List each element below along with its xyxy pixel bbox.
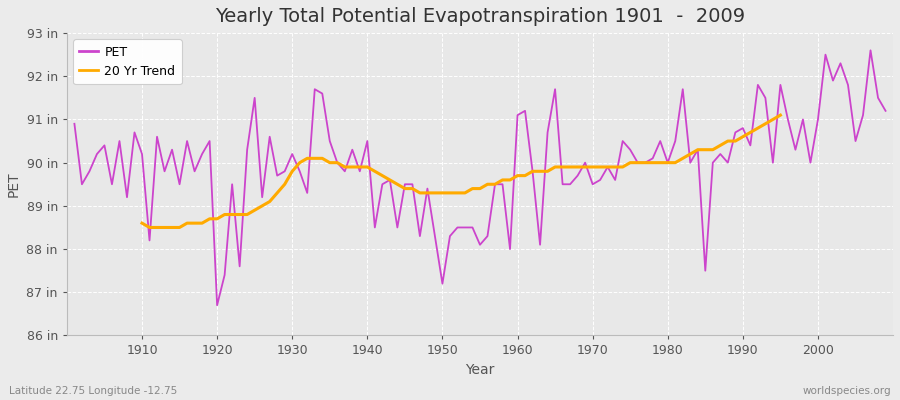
PET [69, 121, 80, 126]
20 Yr Trend [633, 160, 643, 165]
20 Yr Trend [685, 152, 696, 156]
X-axis label: Year: Year [465, 363, 495, 377]
PET [519, 108, 530, 113]
20 Yr Trend [775, 113, 786, 118]
Text: worldspecies.org: worldspecies.org [803, 386, 891, 396]
PET [880, 108, 891, 113]
20 Yr Trend [452, 190, 463, 195]
Line: PET: PET [75, 50, 886, 305]
Title: Yearly Total Potential Evapotranspiration 1901  -  2009: Yearly Total Potential Evapotranspiratio… [215, 7, 745, 26]
PET [129, 130, 140, 135]
20 Yr Trend [212, 216, 222, 221]
Y-axis label: PET: PET [7, 172, 21, 197]
PET [865, 48, 876, 53]
PET [512, 113, 523, 118]
PET [610, 178, 621, 182]
PET [346, 147, 357, 152]
20 Yr Trend [175, 225, 185, 230]
PET [212, 303, 222, 308]
20 Yr Trend [137, 221, 148, 226]
PET [302, 190, 312, 195]
Text: Latitude 22.75 Longitude -12.75: Latitude 22.75 Longitude -12.75 [9, 386, 177, 396]
20 Yr Trend [159, 225, 170, 230]
Line: 20 Yr Trend: 20 Yr Trend [142, 115, 780, 228]
20 Yr Trend [144, 225, 155, 230]
Legend: PET, 20 Yr Trend: PET, 20 Yr Trend [73, 39, 182, 84]
